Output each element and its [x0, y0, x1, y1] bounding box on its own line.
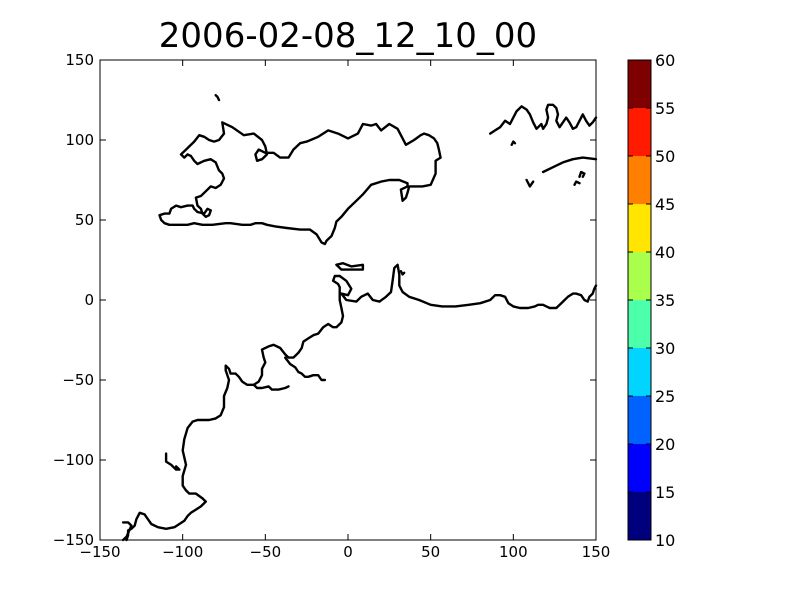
- coastline-7: [252, 383, 290, 391]
- x-tick-label: 0: [343, 543, 353, 561]
- colorbar-segment: [628, 108, 651, 156]
- coastline-5: [125, 274, 345, 542]
- coastline-14: [525, 178, 535, 188]
- colorbar-segment: [628, 348, 651, 396]
- coastline-0: [158, 121, 442, 246]
- x-axis: −150 −100 −50 0 50 100 150: [79, 60, 610, 561]
- coastline-13: [573, 180, 581, 186]
- coastline-2: [541, 156, 598, 174]
- y-tick-label: 100: [65, 131, 94, 149]
- colorbar-tick-label: 20: [655, 435, 675, 454]
- coastline-10: [121, 521, 133, 542]
- colorbar-segment: [628, 204, 651, 252]
- colorbar-segment: [628, 492, 651, 540]
- x-tick-label: 150: [582, 543, 611, 561]
- colorbar-segment: [628, 60, 651, 108]
- y-axis: −150 −100 −50 0 50 100 150: [53, 51, 596, 549]
- y-tick-label: −100: [53, 451, 94, 469]
- coastline-12: [510, 140, 517, 146]
- colorbar-segment: [628, 396, 651, 444]
- coastline-8: [164, 452, 181, 471]
- colorbar-segment: [628, 300, 651, 348]
- x-tick-label: 100: [499, 543, 528, 561]
- colorbar-tick-label: 60: [655, 51, 675, 70]
- coastline-3: [335, 262, 365, 271]
- colorbar-segment: [628, 156, 651, 204]
- colorbar-tick-label: 45: [655, 195, 675, 214]
- x-tick-label: 50: [421, 543, 440, 561]
- x-tick-label: −150: [79, 543, 120, 561]
- coastline-15: [578, 170, 586, 178]
- coastline-6: [284, 356, 327, 382]
- chart-title: 2006-02-08_12_10_00: [159, 16, 537, 56]
- colorbar-segment: [628, 252, 651, 300]
- coastline-4: [338, 263, 598, 310]
- y-tick-label: 50: [75, 211, 94, 229]
- coastline-1: [489, 103, 598, 135]
- colorbar-segment: [628, 444, 651, 492]
- colorbar-tick-label: 30: [655, 339, 675, 358]
- colorbar-tick-label: 25: [655, 387, 675, 406]
- colorbar-tick-label: 40: [655, 243, 675, 262]
- y-tick-label: 0: [84, 291, 94, 309]
- colorbar-tick-label: 15: [655, 483, 675, 502]
- colorbar-tick-label: 50: [655, 147, 675, 166]
- colorbar-tick-label: 55: [655, 99, 675, 118]
- y-tick-label: −50: [62, 371, 94, 389]
- x-tick-label: −50: [250, 543, 282, 561]
- colorbar-tick-label: 10: [655, 531, 675, 550]
- y-tick-label: 150: [65, 51, 94, 69]
- coastline-9: [214, 94, 221, 102]
- coastline-11: [399, 270, 406, 276]
- colorbar-tick-label: 35: [655, 291, 675, 310]
- colorbar: 10 15 20 25 30 35 40 45 50 55 60: [627, 51, 675, 550]
- coastline-layer: [121, 94, 598, 542]
- y-tick-label: −150: [53, 531, 94, 549]
- x-tick-label: −100: [162, 543, 203, 561]
